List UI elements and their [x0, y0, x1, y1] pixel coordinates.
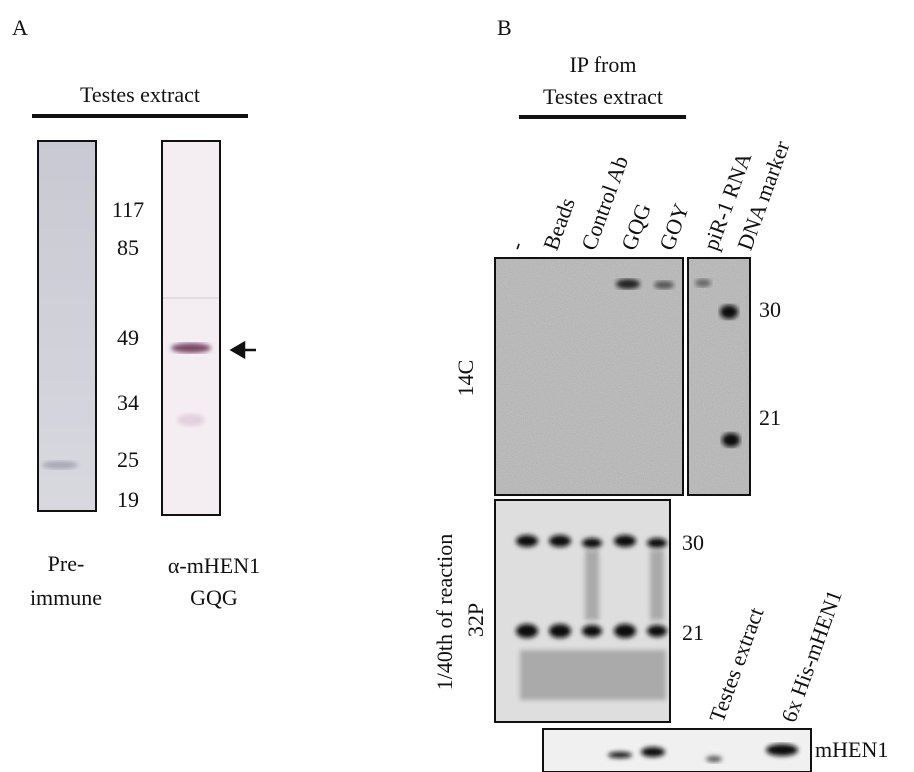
header: Testes extract [543, 84, 663, 109]
header: Testes extract [80, 82, 200, 107]
band [177, 414, 205, 426]
gel-frame [494, 257, 684, 496]
smear [520, 550, 666, 700]
lane-label: α-mHEN1 [168, 553, 260, 578]
lane-label: Beads [538, 194, 580, 253]
band [42, 461, 78, 469]
band [722, 433, 740, 447]
header: IP from [569, 52, 636, 77]
lane-label: Pre- [48, 551, 85, 576]
marker: 25 [117, 447, 139, 472]
gel-label: 1/40th of reaction [432, 534, 457, 690]
lane-label: GQG [190, 585, 238, 610]
band [720, 305, 738, 319]
band [695, 279, 711, 287]
marker: 49 [117, 325, 139, 350]
blot-label: mHEN1 [815, 737, 888, 762]
panel-letter: B [497, 15, 512, 40]
gel-label: 32P [463, 603, 488, 637]
band [654, 281, 674, 289]
marker: 30 [759, 297, 781, 322]
band [171, 343, 211, 353]
lane-label: GOY [654, 200, 694, 253]
gel-label: 14C [453, 360, 478, 397]
lane-label: 6x His-mHEN1 [776, 587, 847, 726]
lane-label: immune [30, 585, 102, 610]
gel-noise [495, 258, 683, 495]
marker: 85 [117, 235, 139, 260]
marker: 30 [682, 530, 704, 555]
band [616, 279, 640, 289]
marker: 19 [117, 487, 139, 512]
lane-label: Testes extract [704, 604, 769, 725]
bands [516, 535, 667, 638]
blot-lane [37, 140, 97, 512]
arrow [229, 340, 256, 360]
marker: 34 [117, 390, 139, 415]
blot-lane [161, 140, 221, 516]
lane-label: GQG [616, 200, 656, 253]
marker: 21 [759, 405, 781, 430]
gel-noise [688, 258, 750, 495]
lane-label: - [503, 238, 529, 253]
bands [608, 744, 798, 762]
gel-frame [687, 257, 751, 496]
panel-letter: A [12, 15, 28, 40]
marker: 21 [682, 620, 704, 645]
marker: 117 [112, 197, 144, 222]
